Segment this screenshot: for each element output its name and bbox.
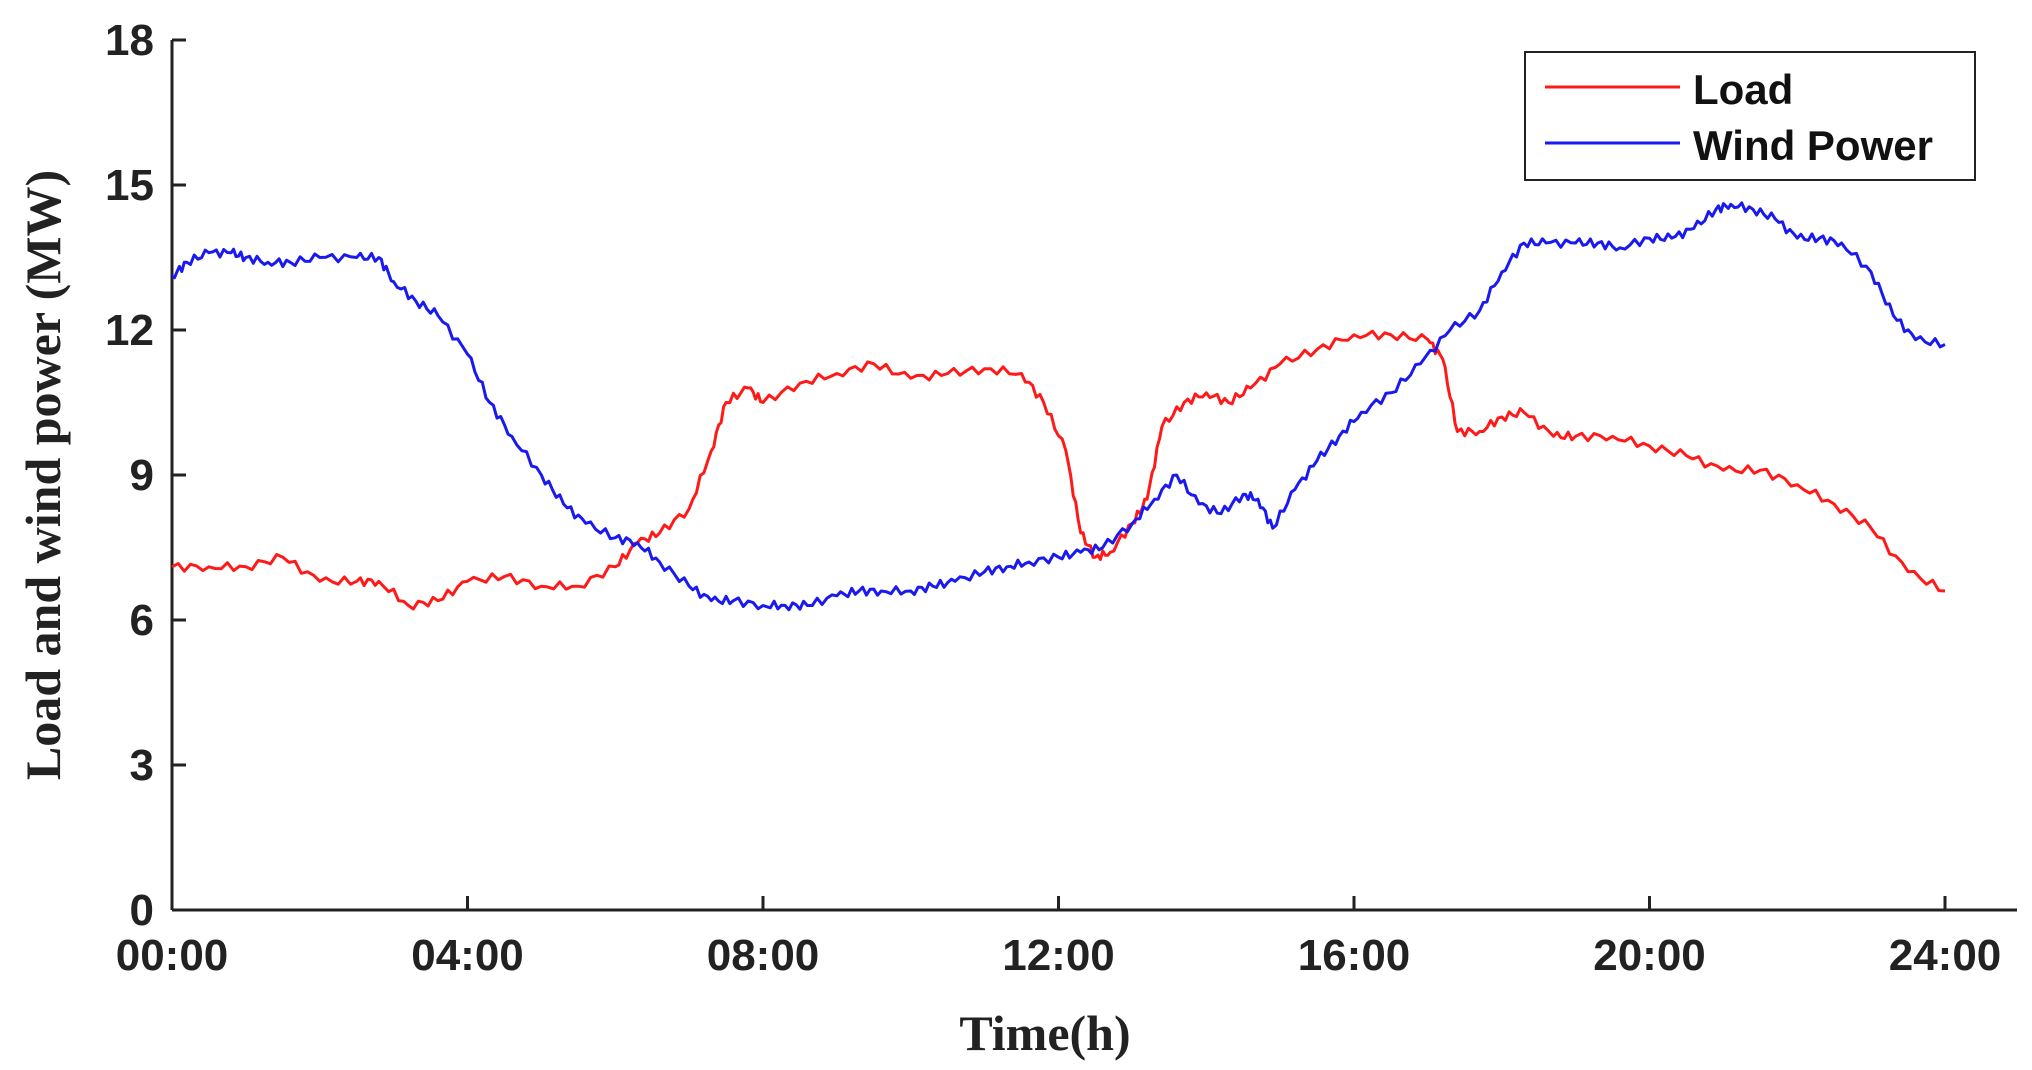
y-tick-label: 12 [105,306,154,355]
y-tick-label: 9 [130,451,154,500]
series-group [171,201,1946,612]
x-tick-label: 24:00 [1889,931,2002,980]
series-line-wind-power [171,201,1946,612]
x-tick-label: 16:00 [1298,931,1411,980]
x-tick-label: 00:00 [116,931,229,980]
x-tick-label: 20:00 [1593,931,1706,980]
series-line-load [171,329,1946,611]
legend-label-load: Load [1693,66,1793,113]
y-tick-label: 15 [105,161,154,210]
legend-label-wind-power: Wind Power [1693,122,1933,169]
x-tick-label: 12:00 [1002,931,1115,980]
y-tick-label: 3 [130,741,154,790]
ticks: 0 3 6 9 12 15 18 00:00 04:00 08:00 12:00 16:00 20:00… [105,16,2001,980]
y-tick-label: 6 [130,596,154,645]
x-axis-title: Time(h) [959,1005,1130,1061]
y-tick-label: 18 [105,16,154,65]
legend-box [1524,51,1976,181]
x-tick-label: 04:00 [411,931,524,980]
y-tick-label: 0 [130,886,154,935]
y-axis-title: Load and wind power (MW) [15,170,71,780]
x-tick-label: 08:00 [707,931,820,980]
legend: Load Wind Power [1524,51,1976,181]
